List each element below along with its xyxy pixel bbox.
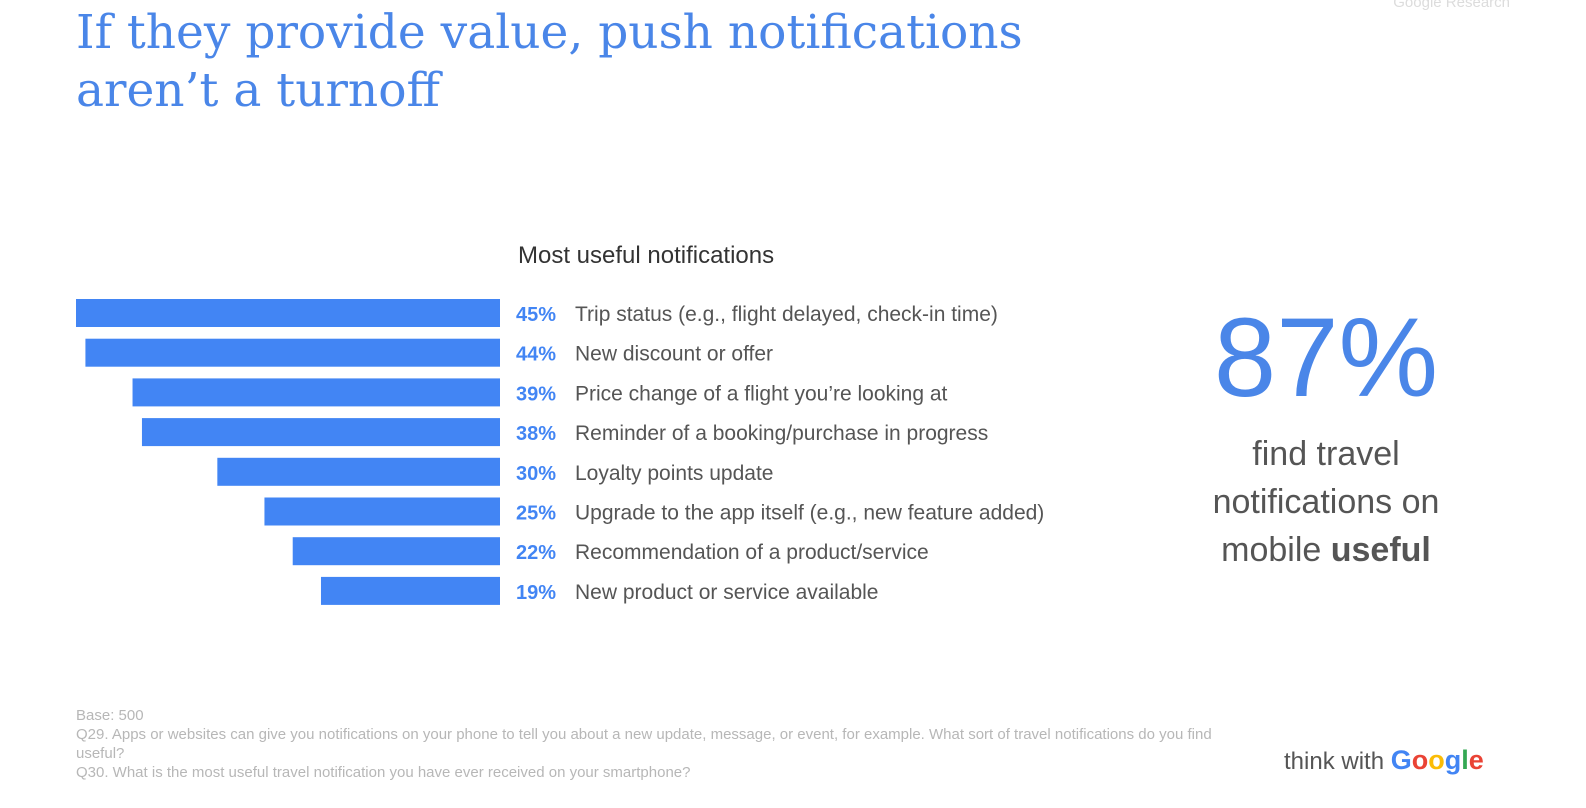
brand-google-letter: g — [1444, 745, 1462, 775]
footnote-q30: Q30. What is the most useful travel noti… — [76, 764, 691, 781]
bar-value-label-3: 38% — [516, 423, 556, 445]
bar-value-label-4: 30% — [516, 463, 556, 485]
bar-1 — [85, 338, 500, 367]
bar-value-label-7: 19% — [516, 582, 556, 604]
brand-google-letter: o — [1428, 745, 1445, 775]
bar-category-label-6: Recommendation of a product/service — [575, 541, 929, 564]
bar-6 — [292, 537, 500, 566]
bar-value-label-2: 39% — [516, 383, 556, 405]
bar-0 — [76, 299, 500, 327]
bar-category-label-2: Price change of a flight you’re looking … — [575, 382, 948, 405]
bar-2 — [132, 378, 501, 407]
bar-category-label-4: Loyalty points update — [575, 462, 773, 485]
brand-google-letter: o — [1411, 745, 1429, 775]
brand-google-wordmark: Google — [1391, 745, 1484, 775]
bar-3 — [141, 418, 500, 447]
bar-category-label-7: New product or service available — [575, 581, 878, 604]
bar-5 — [264, 497, 500, 526]
headline-stat: 87% — [1213, 295, 1439, 420]
stat-caption-emphasis: useful — [1330, 531, 1431, 569]
bar-value-label-0: 45% — [516, 304, 556, 326]
bar-value-label-5: 25% — [516, 503, 556, 525]
stat-caption-line3: mobile useful — [1176, 526, 1476, 574]
bar-category-label-5: Upgrade to the app itself (e.g., new fea… — [575, 502, 1044, 525]
stat-caption-line2: notifications on — [1212, 483, 1440, 521]
chart-title: Most useful notifications — [518, 242, 775, 269]
bar-category-label-3: Reminder of a booking/purchase in progre… — [575, 422, 988, 445]
footnote: Base: 500 Q29. Apps or websites can give… — [76, 706, 1246, 782]
page-title-line1: If they provide value, push notification… — [76, 5, 1023, 60]
bar-7 — [320, 576, 500, 605]
source-label: Google Research — [1393, 0, 1510, 11]
brand-google-letter: e — [1468, 745, 1484, 775]
stat-caption-line1: find travel — [1252, 435, 1400, 473]
page-title-line2: aren’t a turnoff — [76, 63, 440, 118]
bar-category-label-0: Trip status (e.g., flight delayed, check… — [575, 303, 998, 326]
bar-value-label-6: 22% — [516, 542, 556, 564]
footnote-q29: Q29. Apps or websites can give you notif… — [76, 726, 1212, 762]
bar-value-label-1: 44% — [516, 344, 556, 366]
stat-caption-prefix: mobile — [1221, 531, 1331, 569]
think-with-google-logo: think with Google — [1284, 745, 1484, 776]
brand-google-letter: l — [1461, 745, 1469, 775]
brand-google-letter: G — [1390, 745, 1412, 775]
page-title: If they provide value, push notification… — [76, 4, 1076, 120]
bar-category-label-1: New discount or offer — [575, 343, 773, 366]
brand-think-with: think with — [1284, 748, 1391, 775]
footnote-base: Base: 500 — [76, 707, 144, 724]
bar-4 — [217, 457, 501, 486]
stat-caption: find travel notifications on mobile usef… — [1176, 430, 1476, 574]
